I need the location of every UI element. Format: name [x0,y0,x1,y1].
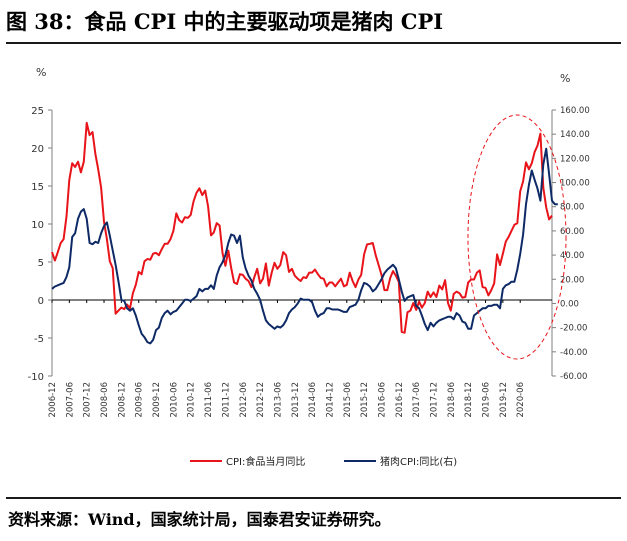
x-tick-label: 2008-12 [117,382,127,418]
right-tick-label: -60.00 [560,372,587,382]
x-tick-label: 2009-06 [135,382,145,418]
right-tick-label: -40.00 [560,348,587,358]
x-tick-label: 2010-12 [187,382,197,418]
annotation-layer [467,114,567,360]
chart: %% -10 -5 0 5 10 15 20 25 -60.00 -40.00 -20.00 0.0… [28,66,590,468]
x-tick-label: 2018-12 [464,382,474,418]
left-tick-label: 10 [31,220,44,231]
x-tick-label: 2019-12 [499,382,509,418]
x-tick-label: 2007-12 [83,382,93,418]
right-tick-label: 40.00 [560,251,584,261]
right-unit-label: % [560,72,570,85]
legend-pork-label: 猪肉CPI:同比(右) [380,455,457,468]
pork-cpi-line [51,147,558,345]
right-tick-label: 140.00 [560,130,590,140]
right-axis-ticks: -60.00 -40.00 -20.00 0.00 20.00 40.00 60.00 80.… [552,106,590,382]
x-tick-label: 2012-06 [239,382,249,418]
x-tick-label: 2020-06 [516,382,526,418]
right-tick-label: 60.00 [560,227,584,237]
source-divider [6,497,621,499]
legend: CPI:食品当月同比 猪肉CPI:同比(右) [190,455,457,468]
right-tick-label: -20.00 [560,324,587,334]
x-tick-label: 2006-12 [48,382,58,418]
chart-title: 图 38：食品 CPI 中的主要驱动项是猪肉 CPI [6,9,444,34]
left-tick-label: 15 [31,182,44,193]
title-divider [6,42,621,44]
x-tick-label: 2013-12 [291,382,301,418]
x-tick-label: 2018-06 [447,382,457,418]
x-tick-label: 2014-06 [308,382,318,418]
left-tick-label: 20 [31,144,44,155]
right-tick-label: 0.00 [560,299,579,309]
cpi-food-line [51,121,553,334]
x-tick-label: 2013-06 [273,382,283,418]
right-tick-label: 120.00 [560,154,590,164]
x-tick-label: 2009-12 [152,382,162,418]
highlight-ellipse [467,114,567,360]
x-tick-label: 2007-06 [65,382,75,418]
right-tick-label: 20.00 [560,275,584,285]
right-tick-label: 80.00 [560,203,584,213]
left-tick-label: 5 [38,258,44,269]
x-tick-label: 2015-06 [343,382,353,418]
x-tick-label: 2014-12 [325,382,335,418]
x-tick-label: 2015-12 [360,382,370,418]
right-tick-label: 160.00 [560,106,590,116]
left-unit-label: % [36,66,46,79]
x-tick-label: 2011-12 [221,382,231,418]
source-note: 资料来源：Wind，国家统计局，国泰君安证券研究。 [8,510,391,529]
left-tick-label: -5 [34,334,44,345]
left-axis-ticks: -10 -5 0 5 10 15 20 25 [28,106,52,383]
x-tick-label: 2010-06 [169,382,179,418]
right-tick-label: 100.00 [560,179,590,189]
x-axis-ticks: 2006-12 2007-06 2007-12 2008-06 2008-12 2009-… [48,300,526,418]
x-tick-label: 2019-06 [482,382,492,418]
x-tick-label: 2008-06 [100,382,110,418]
series-layer [51,121,558,345]
left-tick-label: 0 [38,296,44,307]
legend-cpi-food-label: CPI:食品当月同比 [226,455,305,468]
axes: %% [36,66,570,376]
x-tick-label: 2011-06 [204,382,214,418]
x-tick-label: 2017-12 [430,382,440,418]
x-tick-label: 2016-06 [377,382,387,418]
left-tick-label: 25 [31,106,44,117]
left-tick-label: -10 [28,372,44,383]
x-tick-label: 2016-12 [395,382,405,418]
x-tick-label: 2012-12 [256,382,266,418]
x-tick-label: 2017-06 [412,382,422,418]
